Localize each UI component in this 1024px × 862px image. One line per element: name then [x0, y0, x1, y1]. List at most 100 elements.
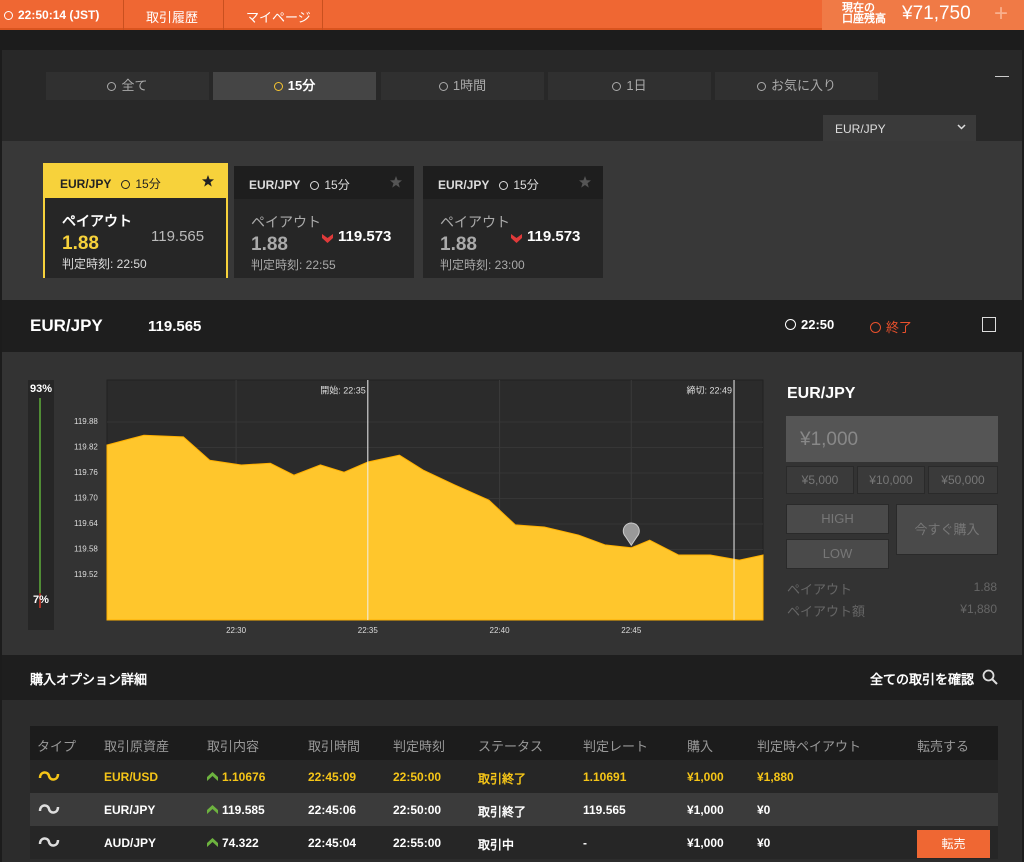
- card-header: EUR/JPY 15分: [234, 166, 414, 199]
- search-icon: [982, 669, 998, 685]
- table-header: タイプ 取引原資産 取引内容 取引時間 判定時刻 ステータス 判定レート 購入 判定時ペイアウト…: [30, 726, 998, 760]
- low-button[interactable]: LOW: [786, 539, 889, 569]
- cell-rate: 119.565: [583, 803, 626, 817]
- cell-expiry: 22:55:00: [393, 836, 442, 850]
- preset-button[interactable]: ¥50,000: [928, 466, 998, 494]
- tab[interactable]: お気に入り: [715, 72, 878, 100]
- card-expiry: 判定時刻: 22:55: [251, 258, 336, 272]
- tab-label: 1時間: [452, 78, 487, 93]
- balance: 現在の 口座残高 ¥71,750 +: [822, 0, 1024, 30]
- entry-pin: [622, 522, 640, 547]
- up-arrow: [207, 805, 218, 814]
- cell-content: 119.585: [222, 803, 265, 817]
- card-duration: 15分: [310, 178, 350, 192]
- cell-rate: -: [583, 836, 587, 850]
- clock-text: 22:50:14 (JST): [18, 8, 100, 22]
- expiry: 22:50: [785, 317, 834, 332]
- status-text: 終了: [886, 320, 913, 335]
- column-header: 転売する: [917, 739, 970, 754]
- asset-select[interactable]: EUR/JPY: [823, 115, 976, 141]
- cell-rate: 1.10691: [583, 770, 627, 784]
- cell-expiry: 22:50:00: [393, 803, 442, 817]
- favorite-star[interactable]: [390, 176, 402, 188]
- chart: 119.88 119.82 119.76 119.70 119.64 119.58 119.…: [28, 379, 764, 635]
- tab[interactable]: 1時間: [381, 72, 544, 100]
- chart-toggle[interactable]: [982, 317, 996, 332]
- type-icon: [38, 804, 60, 814]
- card-duration-text: 15分: [324, 178, 350, 192]
- asset-name: EUR/JPY: [30, 316, 103, 335]
- card-asset: EUR/JPY: [438, 178, 490, 192]
- x-tick-label: 22:35: [358, 626, 379, 635]
- resell-button[interactable]: 転売: [917, 830, 990, 858]
- column-header: 取引内容: [207, 739, 260, 754]
- column-header: 取引原資産: [104, 739, 170, 754]
- x-tick-label: 22:30: [226, 626, 247, 635]
- payout-label: ペイアウト: [251, 214, 321, 230]
- y-tick-label: 119.76: [74, 468, 98, 477]
- card-duration-text: 15分: [513, 178, 539, 192]
- payout-value: 1.88: [440, 234, 477, 255]
- balance-label: 現在の: [842, 2, 875, 14]
- card-duration: 15分: [499, 178, 539, 192]
- tab-label: お気に入り: [770, 78, 836, 93]
- preset-button[interactable]: ¥10,000: [857, 466, 925, 494]
- favorite-star[interactable]: [579, 176, 591, 188]
- x-tick-label: 22:45: [621, 626, 642, 635]
- option-card[interactable]: EUR/JPY 15分 ペイアウト 1.88 119.573 判定時刻: 22:55: [234, 166, 414, 278]
- nav-mypage[interactable]: マイページ: [246, 10, 311, 25]
- down-arrow: [511, 234, 522, 243]
- cell-status: 取引終了: [478, 805, 527, 819]
- clock: 22:50:14 (JST): [4, 8, 99, 22]
- y-tick-label: 119.58: [74, 545, 98, 554]
- tab[interactable]: 1日: [548, 72, 711, 100]
- expiry-text: 22:50: [801, 317, 835, 332]
- cell-asset: AUD/JPY: [104, 836, 157, 850]
- y-tick-label: 119.70: [74, 494, 98, 503]
- gauge-bg: [28, 380, 54, 630]
- cell-amount: ¥1,000: [687, 803, 724, 817]
- cell-time: 22:45:09: [308, 770, 357, 784]
- payout-value: 1.88: [251, 234, 288, 255]
- table-row[interactable]: EUR/USD 1.10676 22:45:09 22:50:00 取引終了 1.1069…: [30, 760, 998, 793]
- tab[interactable]: 15分: [213, 72, 376, 100]
- asset-select-text: EUR/JPY: [835, 122, 886, 136]
- cell-status: 取引中: [478, 838, 515, 852]
- high-button[interactable]: HIGH: [786, 504, 889, 534]
- cell-amount: ¥1,000: [687, 836, 724, 850]
- card-rate: 119.573: [527, 228, 581, 245]
- cell-time: 22:45:06: [308, 803, 357, 817]
- favorite-star[interactable]: [202, 175, 214, 187]
- buy-now-button[interactable]: 今すぐ購入: [896, 504, 998, 555]
- balance-label: 口座残高: [842, 13, 886, 25]
- tab-label: 全て: [121, 78, 148, 93]
- tab[interactable]: 全て: [46, 72, 209, 100]
- column-header: 判定時刻: [393, 739, 446, 754]
- cell-amount: ¥1,000: [687, 770, 724, 784]
- cell-asset: EUR/USD: [104, 770, 159, 784]
- cell-content: 1.10676: [222, 770, 266, 784]
- card-header: EUR/JPY 15分: [45, 165, 226, 198]
- column-header: 購入: [687, 739, 714, 754]
- up-arrow: [207, 772, 218, 781]
- deposit-button[interactable]: +: [994, 0, 1009, 27]
- preset-button[interactable]: ¥5,000: [786, 466, 854, 494]
- down-arrow: [322, 234, 333, 243]
- table-row[interactable]: AUD/JPY 74.322 22:45:04 22:55:00 取引中 - ¥1,000 ¥…: [30, 826, 998, 859]
- top-bar: 22:50:14 (JST) 取引履歴 マイページ 現在の 口座残高 ¥71,7…: [0, 0, 1024, 30]
- payout-value: 1.88: [62, 233, 99, 254]
- amount-input[interactable]: ¥1,000: [786, 416, 998, 462]
- status: 終了: [870, 317, 912, 336]
- x-tick-label: 22:40: [490, 626, 511, 635]
- table-row[interactable]: EUR/JPY 119.585 22:45:06 22:50:00 取引終了 119.56…: [30, 793, 998, 826]
- option-card[interactable]: EUR/JPY 15分 ペイアウト 1.88 119.573 判定時刻: 23:00: [423, 166, 603, 278]
- cell-payout: ¥0: [757, 836, 771, 850]
- card-duration-text: 15分: [135, 177, 161, 191]
- nav-history[interactable]: 取引履歴: [146, 10, 199, 25]
- option-card[interactable]: EUR/JPY 15分 ペイアウト 1.88 119.565 判定時刻: 22:50: [43, 163, 228, 278]
- balance-value: ¥71,750: [902, 3, 971, 24]
- view-all-link[interactable]: 全ての取引を確認: [870, 672, 975, 687]
- type-icon: [38, 771, 60, 781]
